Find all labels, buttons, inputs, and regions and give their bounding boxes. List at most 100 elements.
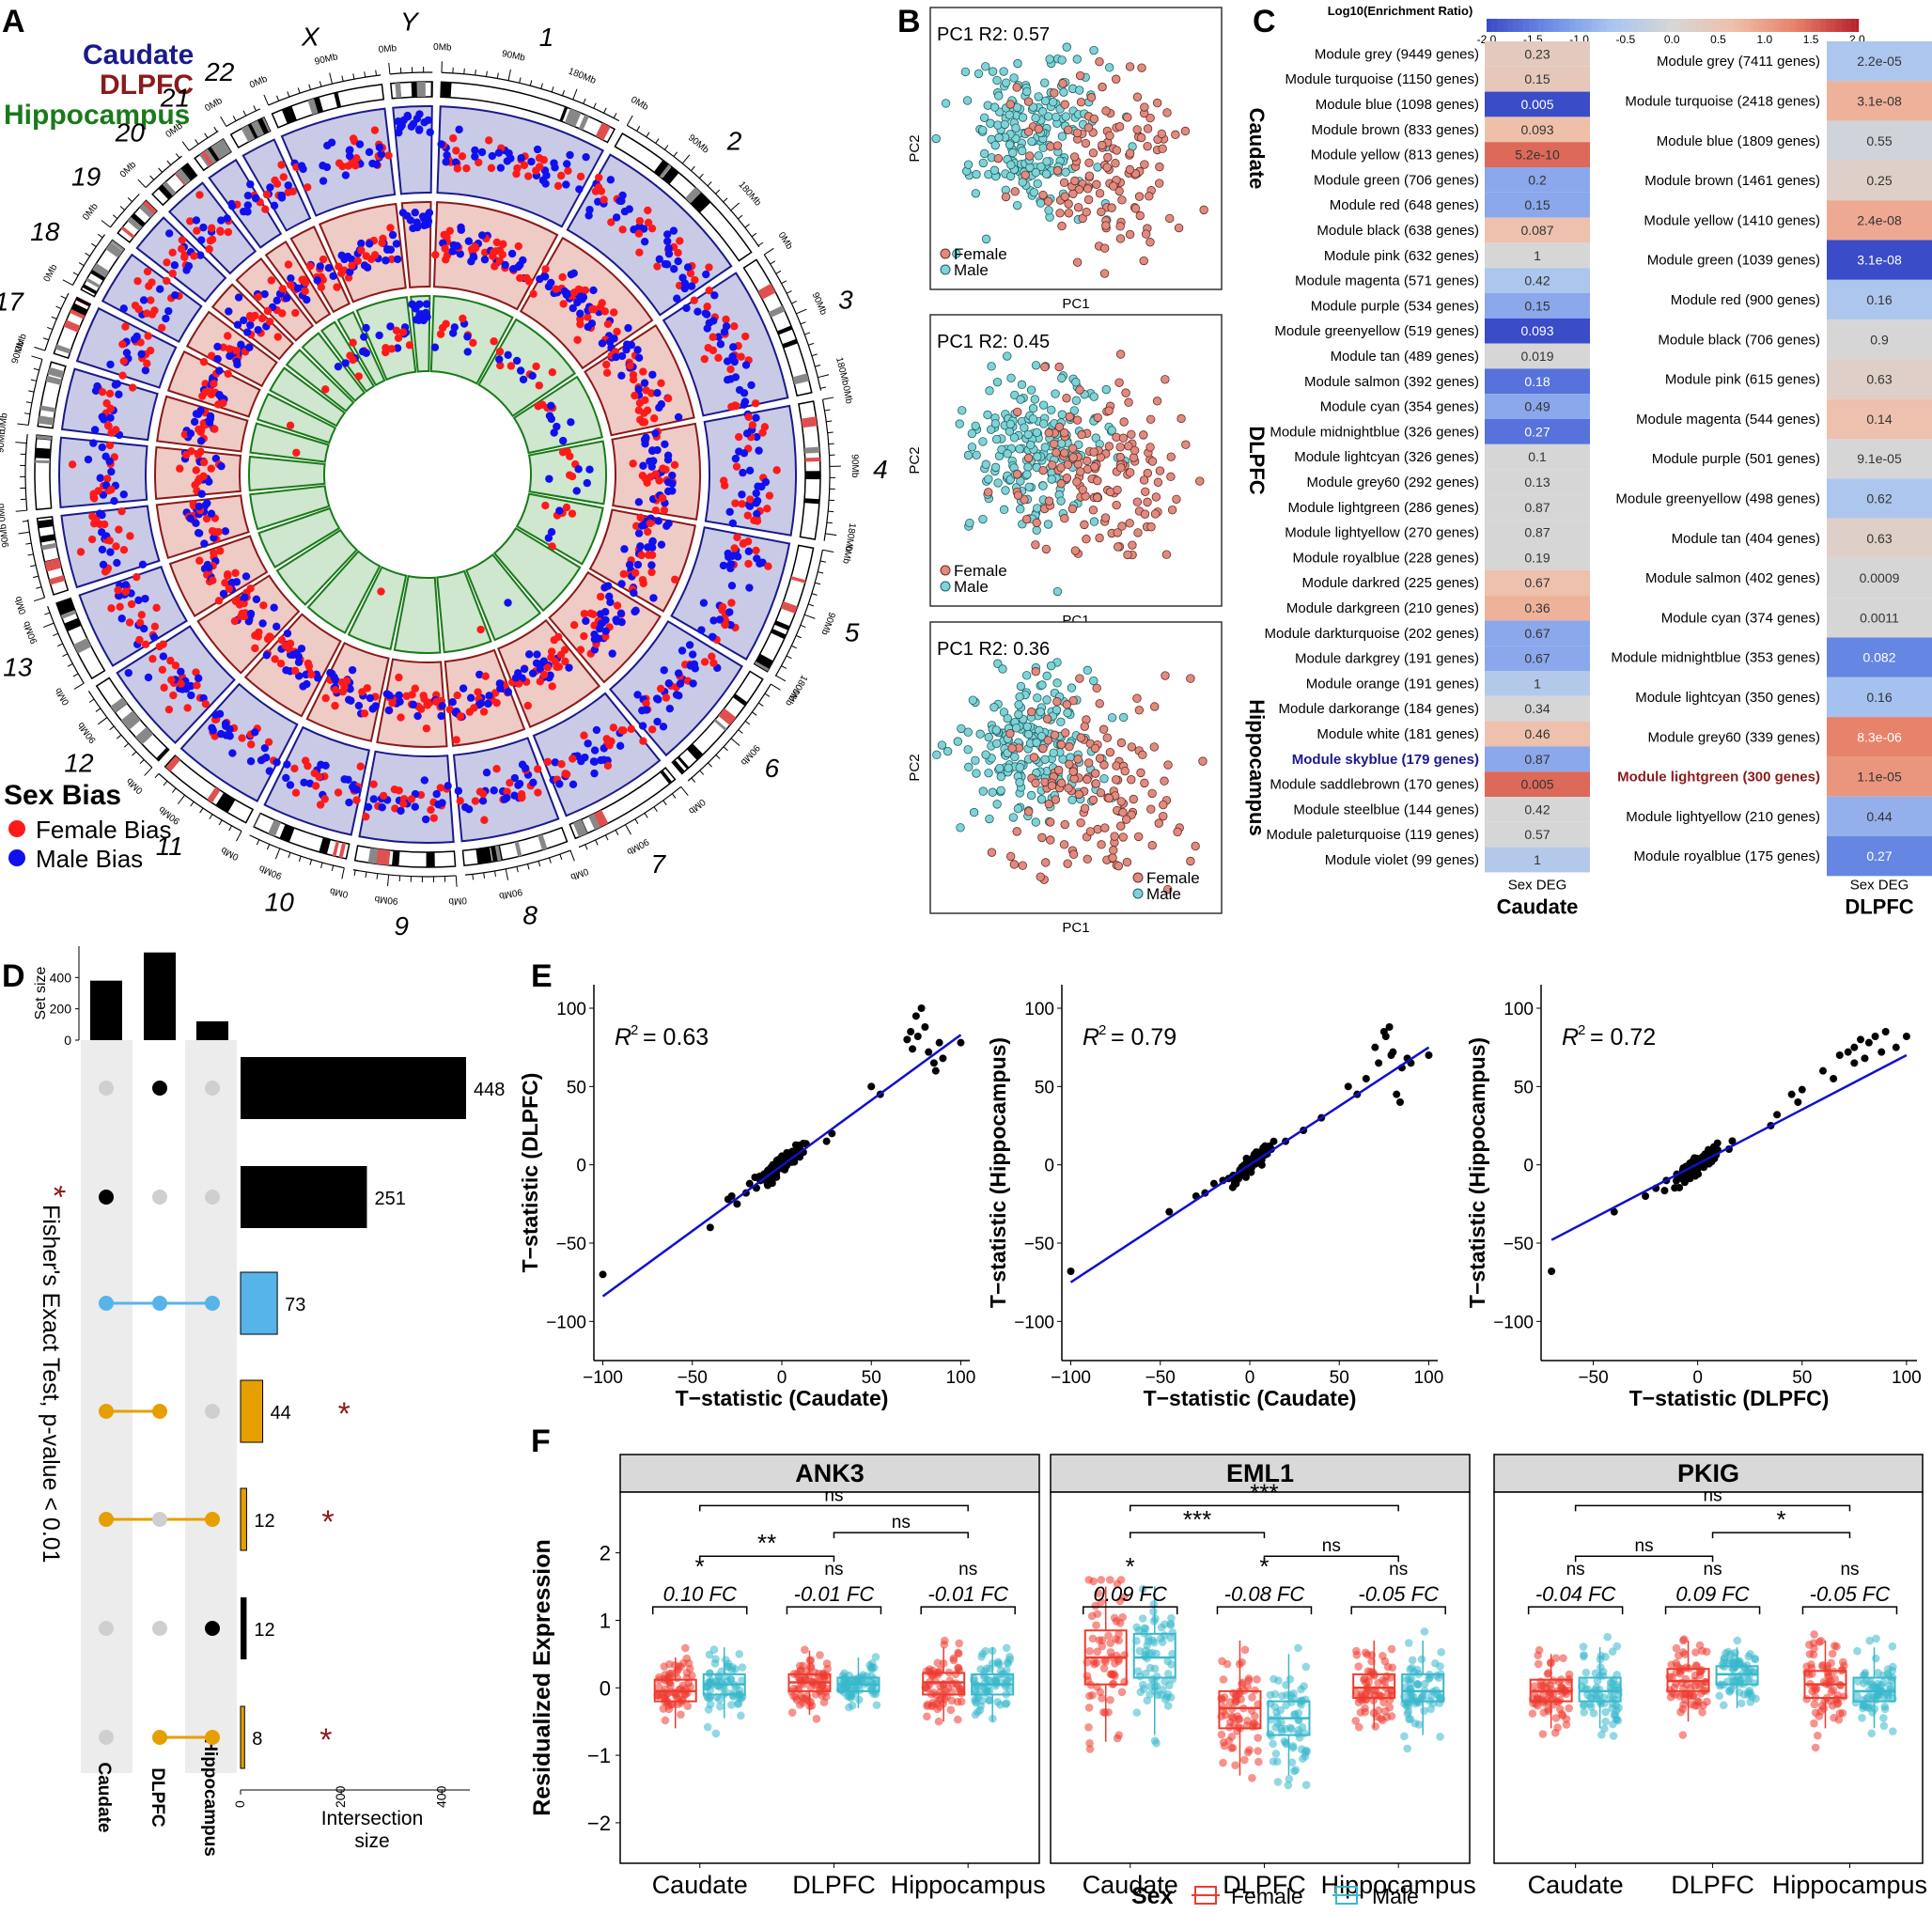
pca-point-male <box>981 459 990 469</box>
sex-bias-gene-point <box>548 682 556 691</box>
ideogram-band <box>39 534 56 543</box>
ideogram-band <box>127 216 143 231</box>
e-x-label: T−statistic (Caudate) <box>1144 1386 1357 1410</box>
pca-point-female <box>1080 722 1089 731</box>
pca-point-male <box>1009 433 1020 443</box>
f-jitter-point <box>787 1708 797 1717</box>
sex-bias-gene-point <box>265 632 273 641</box>
pca-point-male <box>957 724 966 734</box>
f-jitter-point <box>1352 1651 1362 1659</box>
axis-arc <box>627 124 760 248</box>
heatmap-row-label: Module cyan (354 genes) <box>1320 399 1479 415</box>
f-comparison-label: ns <box>824 1486 843 1505</box>
pca-point-male <box>1038 400 1049 410</box>
pca-point-female <box>1112 146 1122 155</box>
sex-bias-gene-point <box>642 699 650 708</box>
f-jitter-point <box>812 1714 821 1723</box>
f-jitter-point <box>801 1695 810 1704</box>
sex-bias-gene-point <box>624 323 632 333</box>
colorbar-step <box>1533 19 1536 32</box>
pca-point-female <box>1088 506 1098 515</box>
f-jitter-point <box>1087 1611 1097 1621</box>
pca-point-male <box>1032 525 1041 535</box>
pca-point-female <box>1068 189 1078 198</box>
pca-point-male <box>1018 113 1028 122</box>
sex-bias-gene-point <box>354 701 364 710</box>
heatmap-row-label: Module red (900 genes) <box>1671 292 1820 308</box>
pca-point-female <box>1009 860 1020 869</box>
pca-point-male <box>1008 148 1018 158</box>
pca-point-female <box>1102 163 1112 172</box>
ideogram-band <box>207 786 221 803</box>
sex-bias-gene-point <box>647 551 657 559</box>
sex-bias-gene-point <box>219 343 227 351</box>
colorbar-tick: 0.0 <box>1664 33 1680 46</box>
sex-bias-gene-point <box>532 362 540 371</box>
ideogram-band <box>49 575 66 585</box>
axis-tick <box>764 247 774 256</box>
sex-bias-gene-point <box>145 282 153 290</box>
sex-bias-gene-point <box>574 285 583 294</box>
heatmap-cell-label: 0.19 <box>1524 550 1550 565</box>
f-jitter-point <box>1387 1644 1396 1654</box>
ideogram-band <box>790 576 806 584</box>
e-r2-symbol: R <box>1562 1024 1579 1050</box>
sex-bias-gene-point <box>282 294 291 303</box>
heatmap-cell-label: 0.87 <box>1524 525 1550 540</box>
pca-point-female <box>1060 514 1069 523</box>
colorbar-step <box>1492 19 1497 32</box>
sex-bias-gene-point <box>716 340 725 349</box>
pca-point-female <box>1036 872 1045 881</box>
e-point <box>1819 1066 1827 1075</box>
axis-tick <box>707 181 712 187</box>
chrom-label-12: 12 <box>64 749 94 778</box>
sex-bias-gene-point <box>377 149 385 159</box>
intersection-tick-label: 200 <box>333 1785 348 1808</box>
ideogram-band <box>713 719 727 731</box>
pca-point-male <box>1045 54 1054 64</box>
axis-tick <box>738 729 743 734</box>
pca-point-female <box>1062 700 1072 709</box>
e-point <box>909 1045 917 1053</box>
sex-bias-gene-point <box>661 440 669 449</box>
sex-bias-gene-point <box>709 317 718 325</box>
axis-tick <box>62 653 69 657</box>
pca-point-female <box>1084 158 1094 167</box>
pca-point-male <box>1013 58 1022 69</box>
pca-point-female <box>1114 122 1125 132</box>
e-point <box>1425 1051 1433 1059</box>
intersection-dot-active <box>152 1404 167 1419</box>
ideogram-band <box>677 755 690 770</box>
pca-point-male <box>983 410 992 420</box>
f-jitter-point <box>1354 1722 1363 1732</box>
heatmap-row-label: Module yellow (813 genes) <box>1311 148 1479 163</box>
axis-tick <box>822 397 834 400</box>
ideogram-band <box>588 814 600 831</box>
sex-bias-gene-point <box>636 542 645 551</box>
sex-bias-gene-point <box>238 734 246 742</box>
axis-tick <box>309 859 313 865</box>
axis-tick <box>220 116 227 127</box>
e-point <box>911 1012 920 1020</box>
ideogram-band <box>395 83 402 99</box>
pca-point-female <box>1120 766 1130 776</box>
intersection-count: 12 <box>254 1620 274 1641</box>
f-jitter-point <box>1298 1754 1307 1764</box>
sex-bias-gene-point <box>456 250 464 258</box>
sex-bias-gene-point <box>471 797 480 805</box>
heatmap-cell-label: 0.34 <box>1524 701 1550 716</box>
female-bias-label: Female Bias <box>36 816 172 844</box>
axis-tick <box>236 831 242 842</box>
axis-tick <box>242 110 247 117</box>
ideogram-band <box>578 114 589 131</box>
heatmap-cell-label: 3.1e-08 <box>1857 253 1902 268</box>
pca-point-female <box>1089 447 1098 457</box>
axis-tick <box>228 825 232 832</box>
e-point <box>1844 1048 1852 1056</box>
colorbar-step <box>1487 19 1490 32</box>
sex-bias-gene-point <box>686 661 694 670</box>
pca-point-female <box>1076 97 1086 107</box>
f-jitter-point <box>951 1670 960 1679</box>
track-segment <box>532 692 662 817</box>
sex-bias-gene-point <box>246 609 256 618</box>
